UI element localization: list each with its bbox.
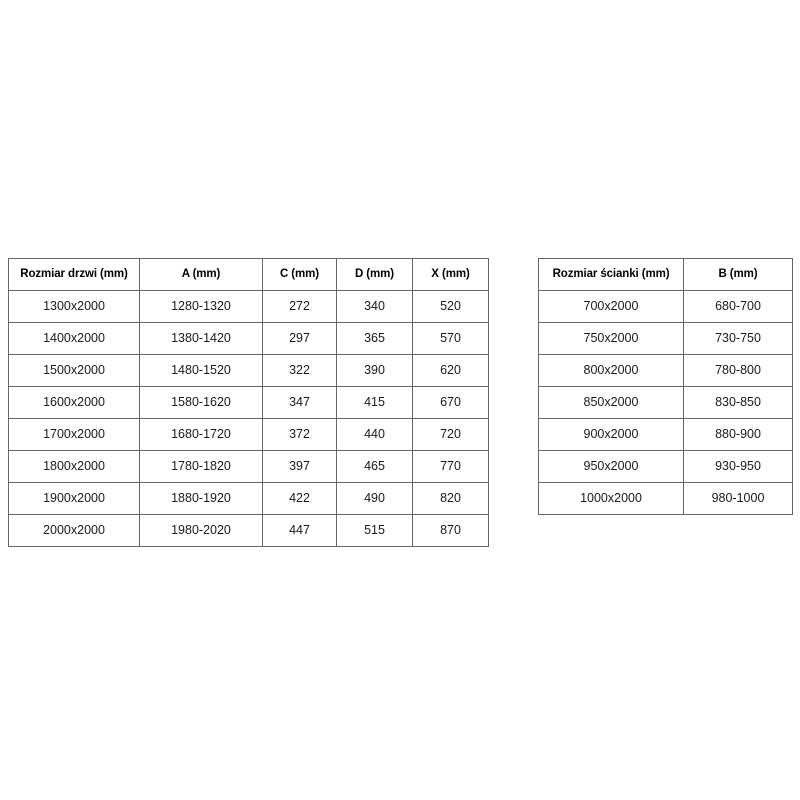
cell-b: 780-800 xyxy=(683,354,793,387)
doors-size-table: Rozmiar drzwi (mm) A (mm) C (mm) D (mm) … xyxy=(8,258,489,547)
table-row: 1000x2000 980-1000 xyxy=(538,482,793,515)
cell-x: 670 xyxy=(412,386,489,419)
cell-wall-size: 1000x2000 xyxy=(538,482,684,515)
table-row: 1800x2000 1780-1820 397 465 770 xyxy=(8,450,489,483)
cell-d: 515 xyxy=(336,514,413,547)
cell-x: 720 xyxy=(412,418,489,451)
cell-x: 770 xyxy=(412,450,489,483)
cell-wall-size: 950x2000 xyxy=(538,450,684,483)
column-header-b: B (mm) xyxy=(683,258,793,291)
cell-a: 1280-1320 xyxy=(139,290,263,323)
table-row: 750x2000 730-750 xyxy=(538,322,793,355)
doors-table-header: Rozmiar drzwi (mm) A (mm) C (mm) D (mm) … xyxy=(8,258,489,291)
column-header-wall-size: Rozmiar ścianki (mm) xyxy=(538,258,684,291)
cell-door-size: 1300x2000 xyxy=(8,290,140,323)
cell-d: 440 xyxy=(336,418,413,451)
cell-a: 1380-1420 xyxy=(139,322,263,355)
cell-x: 820 xyxy=(412,482,489,515)
cell-c: 322 xyxy=(262,354,337,387)
cell-c: 422 xyxy=(262,482,337,515)
table-row: 1900x2000 1880-1920 422 490 820 xyxy=(8,482,489,515)
cell-a: 1780-1820 xyxy=(139,450,263,483)
table-row: 900x2000 880-900 xyxy=(538,418,793,451)
table-row: 1300x2000 1280-1320 272 340 520 xyxy=(8,290,489,323)
table-row: 1400x2000 1380-1420 297 365 570 xyxy=(8,322,489,355)
table-header-row: Rozmiar ścianki (mm) B (mm) xyxy=(538,258,793,291)
cell-a: 1880-1920 xyxy=(139,482,263,515)
cell-door-size: 2000x2000 xyxy=(8,514,140,547)
table-row: 1700x2000 1680-1720 372 440 720 xyxy=(8,418,489,451)
cell-x: 520 xyxy=(412,290,489,323)
wall-table-body: 700x2000 680-700 750x2000 730-750 800x20… xyxy=(538,290,793,515)
table-row: 1500x2000 1480-1520 322 390 620 xyxy=(8,354,489,387)
column-header-d: D (mm) xyxy=(336,258,413,291)
table-header-row: Rozmiar drzwi (mm) A (mm) C (mm) D (mm) … xyxy=(8,258,489,291)
cell-b: 980-1000 xyxy=(683,482,793,515)
cell-b: 930-950 xyxy=(683,450,793,483)
column-header-a: A (mm) xyxy=(139,258,263,291)
cell-c: 397 xyxy=(262,450,337,483)
wall-panel-size-table: Rozmiar ścianki (mm) B (mm) 700x2000 680… xyxy=(538,258,793,515)
table-row: 700x2000 680-700 xyxy=(538,290,793,323)
cell-d: 465 xyxy=(336,450,413,483)
cell-d: 415 xyxy=(336,386,413,419)
cell-d: 340 xyxy=(336,290,413,323)
cell-b: 730-750 xyxy=(683,322,793,355)
cell-b: 880-900 xyxy=(683,418,793,451)
table-row: 950x2000 930-950 xyxy=(538,450,793,483)
cell-wall-size: 750x2000 xyxy=(538,322,684,355)
cell-door-size: 1700x2000 xyxy=(8,418,140,451)
cell-door-size: 1500x2000 xyxy=(8,354,140,387)
wall-table-header: Rozmiar ścianki (mm) B (mm) xyxy=(538,258,793,291)
cell-c: 372 xyxy=(262,418,337,451)
cell-d: 365 xyxy=(336,322,413,355)
cell-door-size: 1800x2000 xyxy=(8,450,140,483)
cell-b: 830-850 xyxy=(683,386,793,419)
cell-x: 870 xyxy=(412,514,489,547)
cell-c: 297 xyxy=(262,322,337,355)
cell-x: 570 xyxy=(412,322,489,355)
cell-b: 680-700 xyxy=(683,290,793,323)
cell-a: 1580-1620 xyxy=(139,386,263,419)
cell-d: 490 xyxy=(336,482,413,515)
cell-door-size: 1600x2000 xyxy=(8,386,140,419)
column-header-x: X (mm) xyxy=(412,258,489,291)
cell-c: 272 xyxy=(262,290,337,323)
table-row: 800x2000 780-800 xyxy=(538,354,793,387)
cell-wall-size: 900x2000 xyxy=(538,418,684,451)
cell-wall-size: 700x2000 xyxy=(538,290,684,323)
cell-door-size: 1400x2000 xyxy=(8,322,140,355)
table-row: 1600x2000 1580-1620 347 415 670 xyxy=(8,386,489,419)
cell-wall-size: 850x2000 xyxy=(538,386,684,419)
table-row: 2000x2000 1980-2020 447 515 870 xyxy=(8,514,489,547)
column-header-door-size: Rozmiar drzwi (mm) xyxy=(8,258,140,291)
cell-wall-size: 800x2000 xyxy=(538,354,684,387)
cell-a: 1980-2020 xyxy=(139,514,263,547)
cell-a: 1680-1720 xyxy=(139,418,263,451)
cell-door-size: 1900x2000 xyxy=(8,482,140,515)
cell-x: 620 xyxy=(412,354,489,387)
cell-c: 347 xyxy=(262,386,337,419)
table-row: 850x2000 830-850 xyxy=(538,386,793,419)
cell-c: 447 xyxy=(262,514,337,547)
column-header-c: C (mm) xyxy=(262,258,337,291)
cell-d: 390 xyxy=(336,354,413,387)
doors-table-body: 1300x2000 1280-1320 272 340 520 1400x200… xyxy=(8,290,489,547)
cell-a: 1480-1520 xyxy=(139,354,263,387)
